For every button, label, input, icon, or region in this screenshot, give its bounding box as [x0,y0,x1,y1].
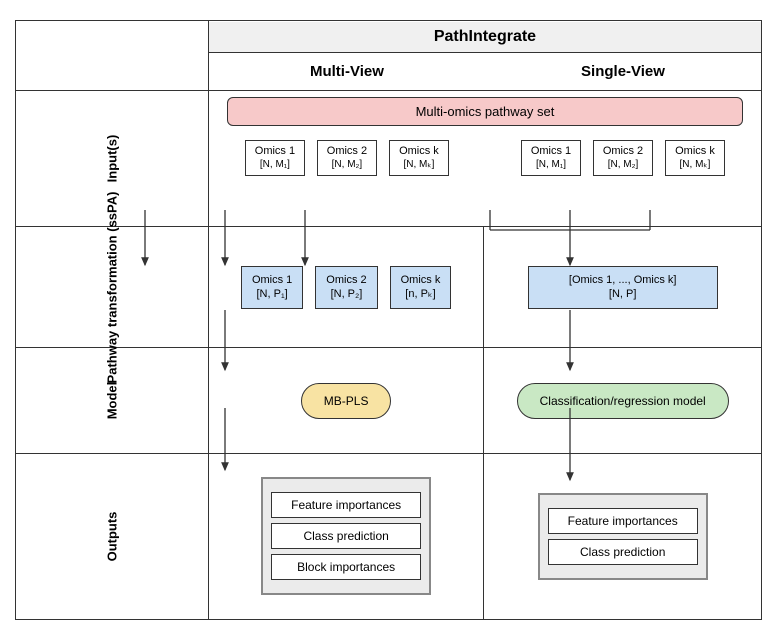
col-header-singleview: Single-View [485,53,761,90]
mv-tk-dim: [n, Pₖ] [401,287,441,301]
row-label-outputs: Outputs [104,512,119,562]
sv-output-feature: Feature importances [548,508,698,534]
mv-output-class: Class prediction [271,523,421,549]
col-header-multiview: Multi-View [209,53,485,90]
mv-transform-omicsk: Omics k [n, Pₖ] [390,266,452,309]
sv-omics2-name: Omics 2 [602,145,644,158]
mv-transform-row: Omics 1 [N, P₁] Omics 2 [N, P₂] Omics k … [209,266,483,309]
mv-transform-omics1: Omics 1 [N, P₁] [241,266,303,309]
sv-omicsk-name: Omics k [674,145,716,158]
mv-outputs-box: Feature importances Class prediction Blo… [261,477,431,595]
mv-inputs-row: Omics 1 [N, M₁] Omics 2 [N, M₂] Omics k … [209,140,485,175]
sv-output-class: Class prediction [548,539,698,565]
omics1-name: Omics 1 [254,145,296,158]
sv-omics1-name: Omics 1 [530,145,572,158]
sv-omics1-dim: [N, M₁] [530,159,572,171]
row-label-inputs: Input(s) [104,135,119,183]
omicsk-dim: [N, Mₖ] [398,159,440,171]
sv-t-dim: [N, P] [539,287,707,301]
omics1-dim: [N, M₁] [254,159,296,171]
sv-model-box: Classification/regression model [517,383,729,419]
row-label-model: Model [104,382,119,420]
mv-output-feature: Feature importances [271,492,421,518]
sv-input-omicsk: Omics k [N, Mₖ] [665,140,725,175]
omics2-dim: [N, M₂] [326,159,368,171]
mv-t1-dim: [N, P₁] [252,287,292,301]
omics2-name: Omics 2 [326,145,368,158]
mv-t1-name: Omics 1 [252,273,292,287]
mv-input-omics1: Omics 1 [N, M₁] [245,140,305,175]
sv-input-omics1: Omics 1 [N, M₁] [521,140,581,175]
mv-output-block: Block importances [271,554,421,580]
sv-omics2-dim: [N, M₂] [602,159,644,171]
sv-omicsk-dim: [N, Mₖ] [674,159,716,171]
title-banner: PathIntegrate [209,22,761,53]
mv-t2-dim: [N, P₂] [326,287,366,301]
mv-model-box: MB-PLS [301,383,392,419]
mv-input-omicsk: Omics k [N, Mₖ] [389,140,449,175]
diagram-grid: PathIntegrate Multi-View Single-View Inp… [15,20,762,620]
mv-input-omics2: Omics 2 [N, M₂] [317,140,377,175]
mv-tk-name: Omics k [401,273,441,287]
sv-transform-box: [Omics 1, ..., Omics k] [N, P] [528,266,718,309]
sv-inputs-row: Omics 1 [N, M₁] Omics 2 [N, M₂] Omics k … [485,140,761,175]
sv-input-omics2: Omics 2 [N, M₂] [593,140,653,175]
omicsk-name: Omics k [398,145,440,158]
mv-transform-omics2: Omics 2 [N, P₂] [315,266,377,309]
mv-t2-name: Omics 2 [326,273,366,287]
sv-outputs-box: Feature importances Class prediction [538,493,708,580]
sv-t-name: [Omics 1, ..., Omics k] [539,273,707,287]
pathway-set-box: Multi-omics pathway set [227,97,743,126]
